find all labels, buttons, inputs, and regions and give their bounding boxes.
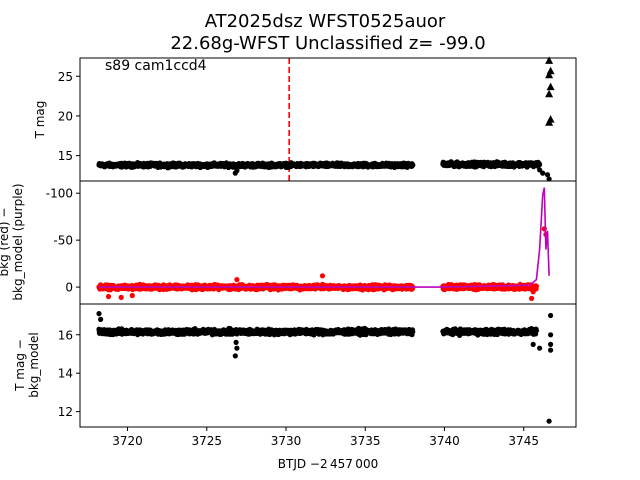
middle-series-bkg_model — [99, 187, 550, 288]
middle-feature-point — [529, 295, 535, 301]
bottom-ytick-label: 12 — [58, 405, 73, 419]
top-feature-point — [540, 170, 546, 176]
bottom-feature-point — [546, 418, 552, 424]
x-tick-label: 3720 — [112, 434, 143, 448]
bottom-feature-point — [537, 345, 543, 351]
panel-middle-ylabel-line1: bkg (red) − — [0, 208, 11, 277]
top-upper-limit-marker — [546, 82, 555, 91]
bottom-feature-point — [548, 341, 554, 347]
top-upper-limit-marker — [546, 66, 555, 75]
panel-top-ylabel: T mag — [33, 101, 47, 140]
top-feature-point — [537, 167, 543, 173]
x-tick-label: 3730 — [271, 434, 302, 448]
top-series-1 — [545, 56, 555, 126]
top-ytick-label: 15 — [58, 149, 73, 163]
x-axis-label: BTJD −2 457 000 — [278, 457, 378, 471]
panel-middle-ylabel-line2: bkg_model (purple) — [11, 183, 25, 300]
middle-data-point — [533, 283, 540, 289]
x-tick-label: 3735 — [350, 434, 381, 448]
top-upper-limit-marker — [545, 89, 554, 98]
top-ytick-label: 20 — [58, 109, 73, 123]
top-upper-limit-marker — [545, 56, 554, 64]
panel-top: s89 cam1ccd4 T mag 15 20 25 — [33, 56, 577, 182]
chart-title-line1: AT2025dsz WFST0525auor — [205, 11, 446, 32]
bottom-series-0 — [96, 311, 554, 424]
panel-bottom-frame — [79, 303, 577, 428]
middle-feature-point — [530, 289, 536, 295]
bottom-feature-point — [548, 332, 554, 338]
middle-feature-point — [118, 294, 124, 300]
x-axis: 3720 3725 3730 3735 3740 3745 — [112, 427, 539, 448]
panel-bottom-background — [80, 304, 576, 427]
top-series-0 — [96, 159, 552, 182]
x-tick-label: 3725 — [191, 434, 222, 448]
middle-feature-point — [105, 293, 112, 300]
top-upper-limit-marker — [546, 115, 555, 123]
bottom-data-point — [410, 329, 416, 335]
top-data-point — [410, 162, 416, 168]
panel-bottom-ylabel-line2: bkg_model — [27, 332, 41, 398]
middle-ytick-label: 0 — [65, 281, 73, 295]
bottom-feature-point — [233, 339, 239, 345]
middle-feature-point — [234, 277, 240, 283]
top-feature-point — [234, 168, 240, 174]
panel-middle: bkg (red) − bkg_model (purple) 0 -50 -100 — [0, 180, 577, 305]
middle-ytick-label: -100 — [46, 187, 73, 201]
panel-bottom-ylabel-line1: T mag − — [13, 339, 27, 392]
middle-feature-point — [319, 273, 326, 279]
x-tick-label: 3745 — [508, 434, 539, 448]
bottom-feature-point — [98, 316, 104, 322]
bottom-feature-point — [234, 345, 240, 351]
top-upper-limit-marker — [545, 70, 554, 79]
middle-ytick-label: -50 — [53, 234, 73, 248]
bottom-feature-point — [530, 341, 536, 347]
top-feature-point — [546, 176, 552, 182]
middle-feature-point — [129, 292, 135, 299]
bottom-ytick-label: 16 — [58, 328, 73, 342]
top-feature-point — [544, 172, 551, 178]
bottom-data-point — [533, 328, 540, 334]
bottom-feature-point — [232, 353, 238, 359]
chart-title-line2: 22.68g-WFST Unclassified z= -99.0 — [170, 33, 485, 54]
panel-bottom: T mag − bkg_model 12 14 16 — [13, 303, 577, 428]
bottom-feature-point — [96, 311, 102, 317]
panel-top-annotation: s89 cam1ccd4 — [105, 58, 207, 74]
top-ytick-label: 25 — [58, 70, 73, 84]
bottom-ytick-label: 14 — [58, 367, 73, 381]
middle-model-line — [99, 187, 550, 288]
bottom-feature-point — [548, 347, 554, 353]
x-tick-label: 3740 — [429, 434, 460, 448]
bottom-feature-point — [548, 312, 554, 319]
top-data-point — [537, 162, 543, 168]
